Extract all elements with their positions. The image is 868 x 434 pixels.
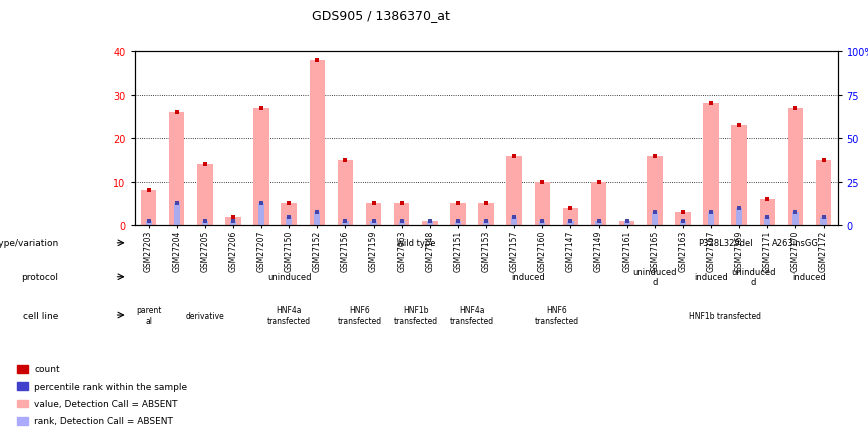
Bar xyxy=(230,221,236,226)
Text: HNF4a
transfected: HNF4a transfected xyxy=(267,306,312,325)
Bar xyxy=(483,221,490,226)
Bar xyxy=(787,108,803,226)
Bar xyxy=(708,213,714,226)
Text: derivative: derivative xyxy=(186,311,224,320)
Text: GDS905 / 1386370_at: GDS905 / 1386370_at xyxy=(312,9,450,22)
Bar xyxy=(675,213,691,226)
Bar xyxy=(619,221,635,226)
Bar xyxy=(174,204,180,226)
Bar xyxy=(342,221,349,226)
Bar xyxy=(764,217,771,226)
Text: induced: induced xyxy=(511,273,545,282)
Bar xyxy=(258,204,264,226)
Bar xyxy=(17,400,28,408)
Bar xyxy=(562,208,578,226)
Bar xyxy=(647,156,662,226)
Bar xyxy=(371,221,377,226)
Text: A263insGG: A263insGG xyxy=(772,239,819,248)
Bar xyxy=(732,126,747,226)
Text: induced: induced xyxy=(694,273,728,282)
Text: wild type: wild type xyxy=(397,239,435,248)
Bar xyxy=(17,417,28,425)
Bar xyxy=(703,104,719,226)
Bar xyxy=(680,221,686,226)
Text: uninduced
d: uninduced d xyxy=(633,267,677,287)
Bar xyxy=(197,165,213,226)
Bar xyxy=(623,221,630,226)
Bar xyxy=(820,217,826,226)
Bar xyxy=(427,221,433,226)
Bar xyxy=(286,217,293,226)
Bar xyxy=(422,221,437,226)
Text: count: count xyxy=(34,365,60,373)
Bar xyxy=(760,200,775,226)
Text: uninduced
d: uninduced d xyxy=(731,267,775,287)
Bar xyxy=(146,221,152,226)
Text: value, Detection Call = ABSENT: value, Detection Call = ABSENT xyxy=(34,399,178,408)
Bar xyxy=(253,108,269,226)
Bar xyxy=(511,217,517,226)
Bar xyxy=(652,213,658,226)
Text: HNF1b transfected: HNF1b transfected xyxy=(689,311,761,320)
Text: induced: induced xyxy=(792,273,826,282)
Bar xyxy=(591,182,607,226)
Bar xyxy=(736,208,742,226)
Bar xyxy=(365,204,381,226)
Bar xyxy=(310,61,326,226)
Bar xyxy=(535,182,550,226)
Text: HNF6
transfected: HNF6 transfected xyxy=(535,306,578,325)
Bar xyxy=(539,221,545,226)
Text: rank, Detection Call = ABSENT: rank, Detection Call = ABSENT xyxy=(34,417,173,425)
Text: genotype/variation: genotype/variation xyxy=(0,239,58,248)
Bar xyxy=(478,204,494,226)
Bar xyxy=(169,113,185,226)
Bar xyxy=(141,191,156,226)
Bar xyxy=(792,213,799,226)
Text: protocol: protocol xyxy=(22,273,58,282)
Bar xyxy=(398,221,404,226)
Bar xyxy=(455,221,461,226)
Text: uninduced: uninduced xyxy=(267,273,312,282)
Text: cell line: cell line xyxy=(23,311,58,320)
Bar xyxy=(595,221,602,226)
Bar xyxy=(338,161,353,226)
Text: HNF6
transfected: HNF6 transfected xyxy=(338,306,382,325)
Bar xyxy=(17,365,28,373)
Bar xyxy=(281,204,297,226)
Bar xyxy=(394,204,410,226)
Text: HNF4a
transfected: HNF4a transfected xyxy=(450,306,494,325)
Text: P328L329del: P328L329del xyxy=(698,239,753,248)
Bar xyxy=(506,156,522,226)
Text: parent
al: parent al xyxy=(136,306,161,325)
Bar xyxy=(314,213,320,226)
Bar xyxy=(201,221,208,226)
Bar xyxy=(17,382,28,390)
Text: HNF1b
transfected: HNF1b transfected xyxy=(394,306,437,325)
Bar xyxy=(450,204,466,226)
Text: percentile rank within the sample: percentile rank within the sample xyxy=(34,382,187,391)
Bar xyxy=(816,161,832,226)
Bar xyxy=(568,221,574,226)
Bar xyxy=(225,217,240,226)
